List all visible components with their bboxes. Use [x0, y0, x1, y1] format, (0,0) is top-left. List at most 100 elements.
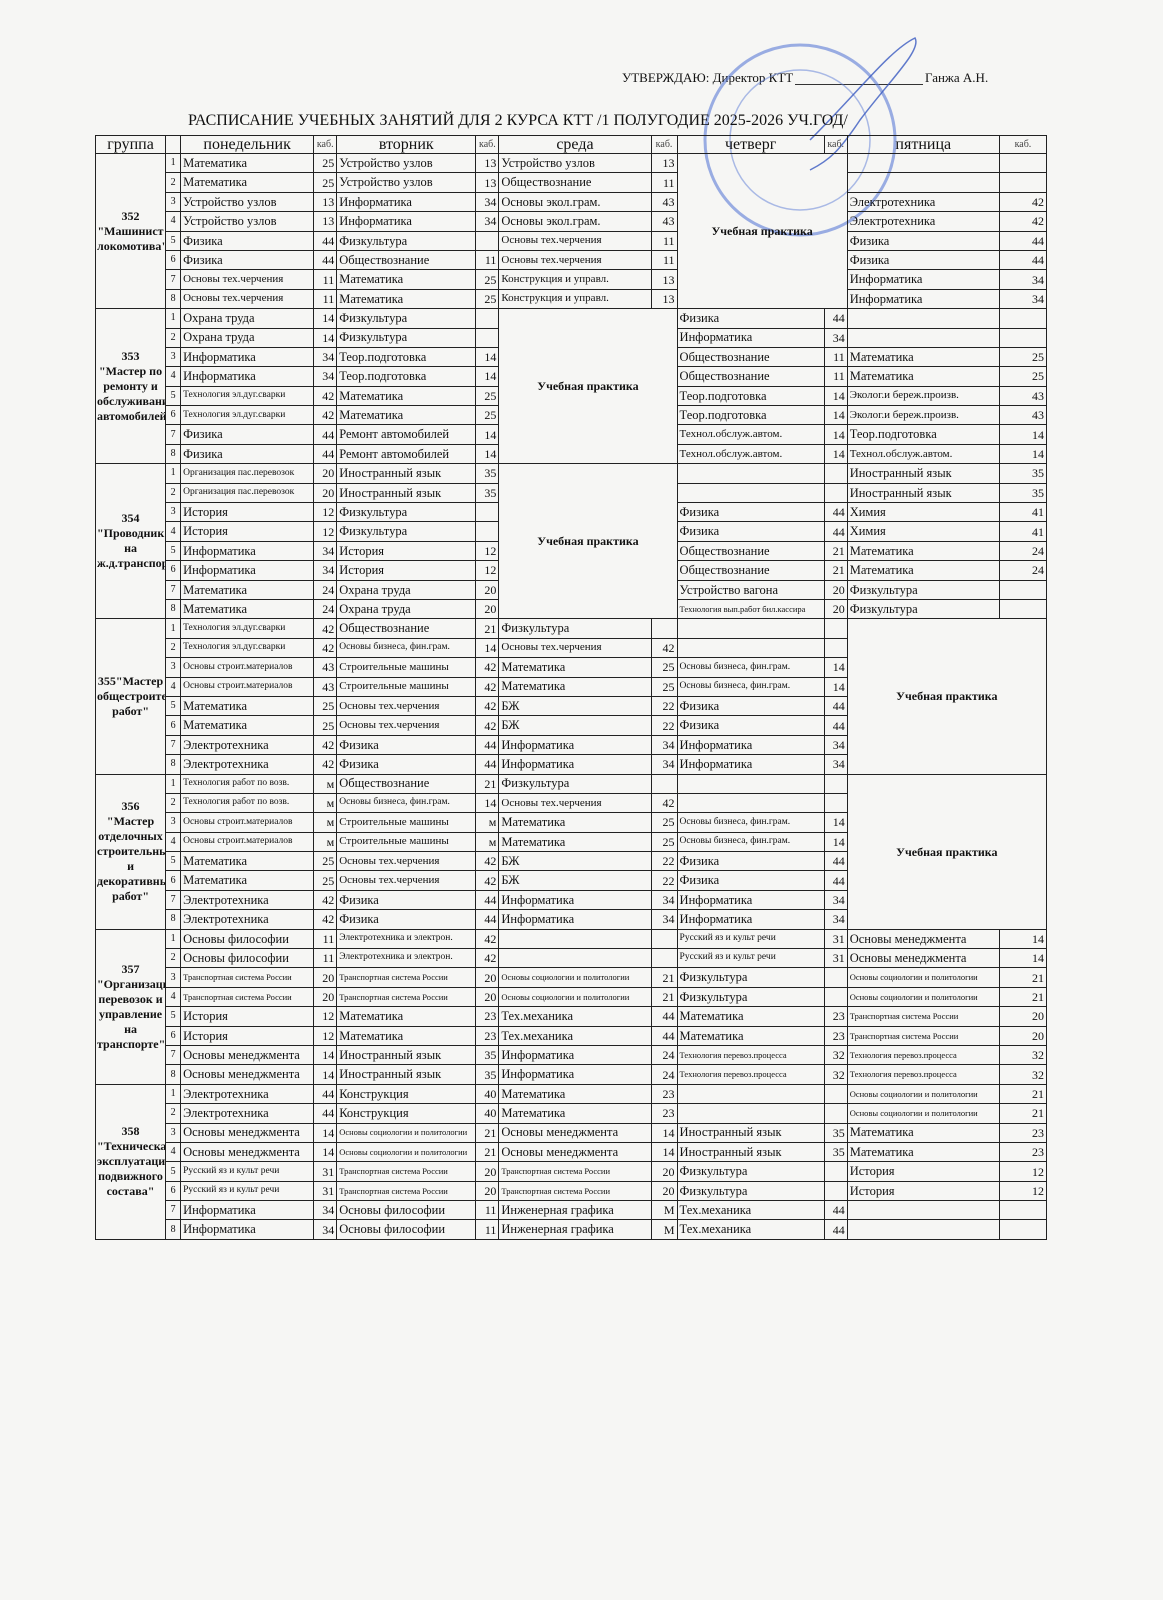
room: 24 [650, 1064, 678, 1085]
room: 14 [475, 346, 500, 368]
lesson-number: 4 [165, 986, 182, 1008]
room [823, 792, 848, 814]
room: 42 [475, 851, 500, 872]
subject: Физкультура [336, 230, 477, 251]
subject: Инженерная графика [498, 1200, 652, 1221]
lesson-row: 7 Основы тех.черчения 11 Математика 25 Констр… [96, 269, 1048, 290]
subject: История [846, 1180, 1000, 1202]
lesson-row: 353 "Мастер по ремонту и обслуживанию ав… [94, 308, 1048, 465]
subject: Физика [336, 889, 477, 911]
subject: Основы менеджмента [498, 1122, 652, 1143]
subject: Конструкция и управл. [498, 269, 652, 290]
room: 11 [650, 249, 678, 271]
subject: Охрана труда [180, 327, 315, 348]
room: 34 [823, 909, 848, 930]
room [823, 773, 848, 794]
room: 24 [998, 540, 1048, 562]
room: 14 [475, 792, 500, 814]
subject: Электротехника [846, 211, 1000, 232]
lesson-number: 5 [165, 385, 182, 407]
room: 13 [650, 269, 678, 290]
room: 42 [313, 637, 338, 659]
room: 42 [475, 928, 500, 950]
lesson-number: 1 [165, 308, 182, 329]
room: 35 [823, 1141, 848, 1163]
subject: Русский яз и культ речи [180, 1161, 315, 1182]
lesson-number: 2 [165, 1103, 182, 1124]
room [998, 598, 1048, 620]
room: м [313, 831, 338, 853]
subject: Физика [336, 734, 477, 756]
lesson-row: 355"Мастер общестроительных работ"1Техно… [94, 618, 1048, 775]
subject: Организация пас.перевозок [180, 482, 315, 504]
room: 34 [823, 327, 848, 348]
subject: Информатика [676, 909, 825, 930]
subject: Основы тех.черчения [498, 249, 652, 271]
subject: Основы строит.материалов [180, 657, 315, 678]
room: 42 [313, 405, 338, 426]
room: 42 [998, 191, 1048, 213]
subject: Электротехника [180, 1083, 315, 1105]
lesson-row: 8 Основы менеджмента 14 Иностранный язык 35 И… [96, 1064, 1048, 1085]
practice: Учебная практика [498, 308, 678, 465]
subject: Математика [498, 1083, 652, 1105]
subject: Основы тех.черчения [498, 792, 652, 814]
room: 11 [475, 1200, 500, 1221]
room: 25 [475, 405, 500, 426]
room: 31 [823, 948, 848, 969]
room: 20 [313, 482, 338, 504]
room: 44 [475, 734, 500, 756]
room: 25 [313, 715, 338, 736]
subject: Физкультура [676, 967, 825, 988]
room: 32 [823, 1044, 848, 1066]
subject: Математика [676, 1025, 825, 1046]
room: 25 [475, 385, 500, 407]
room: 35 [475, 482, 500, 504]
lesson-row: 8 Основы тех.черчения 11 Математика 25 Констр… [96, 288, 1048, 310]
lesson-number: 4 [165, 831, 182, 853]
subject: Физкультура [676, 986, 825, 1008]
subject: Технол.обслуж.автом. [846, 443, 1000, 465]
room: 25 [650, 812, 678, 833]
subject: Электротехника [180, 909, 315, 930]
subject [846, 152, 1000, 174]
room: 42 [313, 889, 338, 911]
room: 42 [313, 734, 338, 756]
lesson-number: 3 [165, 346, 182, 368]
subject: Иностранный язык [336, 463, 477, 484]
lesson-number: 3 [165, 812, 182, 833]
subject: Электротехника [180, 734, 315, 756]
subject: Физкультура [676, 1180, 825, 1202]
subject: Математика [498, 1103, 652, 1124]
subject: Физика [676, 695, 825, 717]
subject: Электротехника и электрон. [336, 928, 477, 950]
lesson-number: 5 [165, 540, 182, 562]
lesson-number: 4 [165, 211, 182, 232]
subject: Транспортная система России [180, 967, 315, 988]
subject: Математика [846, 1122, 1000, 1143]
lesson-row: 2 Электротехника 44 Конструкция 40 Математика… [96, 1103, 1048, 1124]
room [650, 928, 678, 950]
room [823, 637, 848, 659]
room: 12 [475, 560, 500, 581]
room: 21 [823, 560, 848, 581]
room [998, 152, 1048, 174]
subject: Основы бизнеса, фин.грам. [676, 812, 825, 833]
subject: Транспортная система России [336, 986, 477, 1008]
subject: Математика [846, 540, 1000, 562]
room: 14 [998, 443, 1048, 465]
subject: Информатика [498, 909, 652, 930]
room: 31 [313, 1180, 338, 1202]
practice: Учебная практика [676, 152, 848, 310]
room: 43 [313, 676, 338, 697]
subject: Математика [336, 405, 477, 426]
room: 25 [313, 695, 338, 717]
room: 25 [313, 152, 338, 174]
room: 44 [475, 754, 500, 775]
room: 25 [475, 269, 500, 290]
title: РАСПИСАНИЕ УЧЕБНЫХ ЗАНЯТИЙ ДЛЯ 2 КУРСА К… [188, 112, 848, 129]
subject: Основы социологии и политологии [498, 986, 652, 1008]
group-header: группа [94, 135, 167, 154]
lesson-number: 4 [165, 366, 182, 387]
